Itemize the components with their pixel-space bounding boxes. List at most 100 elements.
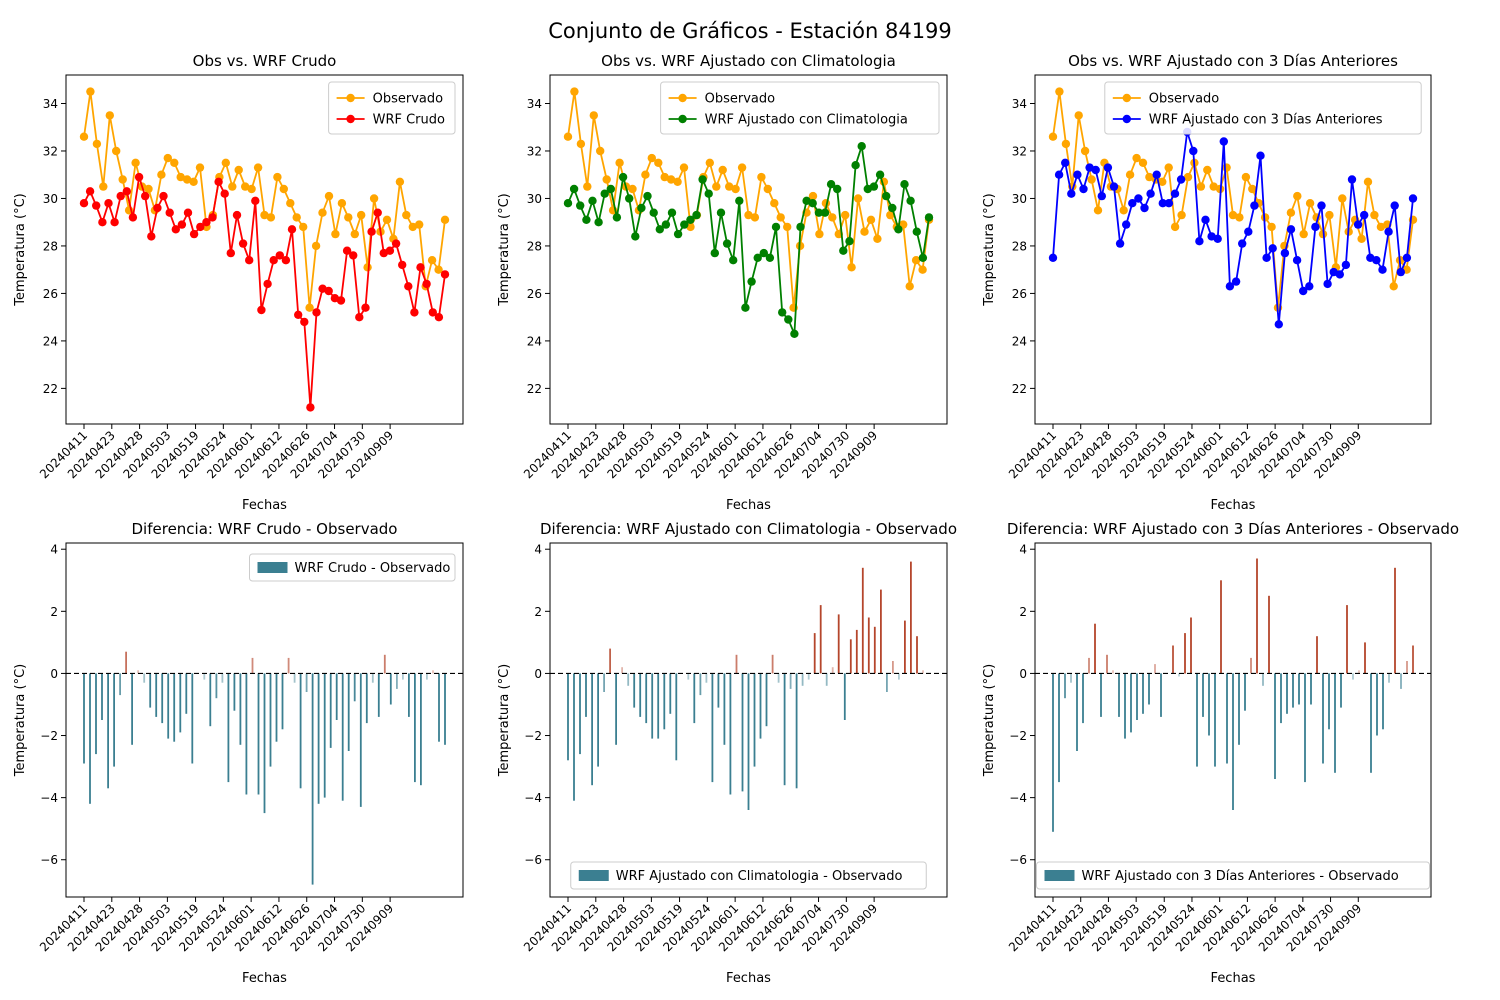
x-axis-label: Fechas — [1211, 971, 1256, 986]
data-point — [1338, 194, 1347, 203]
subplot-1: Obs vs. WRF Crudo22242628303234202404112… — [13, 52, 464, 513]
data-point — [385, 246, 395, 255]
bar — [1388, 673, 1390, 683]
data-point — [747, 277, 756, 286]
bar — [1244, 673, 1246, 711]
data-point — [1244, 227, 1253, 236]
subplot-title: Diferencia: WRF Ajustado con Climatologi… — [540, 520, 957, 538]
data-point — [86, 87, 95, 96]
data-point — [1305, 199, 1315, 208]
axes-frame — [1034, 74, 1432, 425]
bar — [753, 673, 756, 767]
data-point — [1079, 184, 1088, 194]
data-point — [1048, 253, 1058, 262]
data-point — [631, 232, 640, 241]
data-point — [686, 215, 695, 224]
bar — [873, 626, 876, 674]
y-tick-label: −6 — [40, 853, 58, 867]
data-point — [875, 170, 885, 179]
bar — [801, 673, 804, 686]
data-point — [427, 256, 437, 265]
data-point — [582, 215, 591, 224]
data-point — [588, 196, 597, 205]
bar — [317, 673, 320, 804]
bar — [621, 667, 623, 674]
data-point — [594, 218, 603, 227]
data-point — [228, 182, 237, 191]
y-tick-label: 30 — [1012, 192, 1027, 206]
bar — [651, 673, 654, 739]
data-point — [157, 170, 166, 179]
bar — [305, 673, 308, 692]
data-point — [1189, 146, 1198, 156]
data-point — [263, 279, 272, 289]
y-tick-label: 34 — [527, 97, 542, 111]
bar — [675, 673, 678, 761]
bar — [1130, 673, 1132, 733]
y-tick-label: 4 — [534, 543, 542, 557]
data-point — [602, 175, 611, 184]
data-point — [833, 184, 842, 194]
bar — [849, 639, 852, 674]
data-point — [131, 158, 140, 167]
bar — [1214, 673, 1216, 767]
y-tick-label: 32 — [1012, 144, 1027, 158]
data-point — [641, 170, 650, 179]
data-point — [673, 177, 682, 186]
legend: WRF Ajustado con Climatologia - Observad… — [570, 861, 927, 890]
data-point — [355, 313, 364, 322]
legend-box — [1036, 861, 1430, 890]
data-point — [112, 146, 121, 156]
bar — [215, 673, 218, 699]
data-point — [367, 227, 376, 236]
data-point — [1146, 189, 1155, 198]
data-point — [576, 201, 585, 210]
data-point — [615, 158, 624, 167]
bar — [922, 670, 924, 674]
data-point — [1219, 137, 1229, 146]
bar — [323, 673, 326, 798]
bar — [1136, 673, 1138, 720]
data-point — [924, 213, 934, 222]
data-point — [251, 196, 260, 205]
data-point — [176, 172, 185, 182]
data-point — [79, 199, 89, 208]
data-point — [666, 175, 676, 184]
bar — [191, 673, 194, 764]
data-point — [905, 282, 914, 291]
bar — [89, 673, 91, 804]
data-point — [894, 225, 903, 234]
data-point — [710, 248, 719, 258]
legend: Observado WRF Crudo — [328, 81, 456, 135]
data-point — [260, 210, 269, 220]
data-point — [643, 191, 652, 201]
bar — [910, 561, 912, 674]
data-point — [281, 256, 291, 265]
bar — [1160, 673, 1162, 717]
data-point — [570, 87, 579, 96]
data-point — [350, 229, 359, 239]
y-axis-label: Temperatura (°C) — [13, 193, 28, 306]
subplot-title: Diferencia: WRF Ajustado con 3 Días Ante… — [1007, 520, 1459, 538]
bar — [579, 673, 581, 755]
bar — [699, 673, 702, 696]
data-point — [286, 199, 295, 208]
data-point — [398, 260, 407, 270]
bar — [1322, 673, 1324, 764]
bar — [855, 629, 858, 674]
bar — [1190, 617, 1192, 674]
data-point — [1152, 170, 1161, 179]
data-point — [1256, 151, 1265, 160]
subplot-title: Obs vs. WRF Ajustado con 3 Días Anterior… — [1068, 52, 1398, 70]
data-point — [336, 296, 346, 305]
axes-frame — [65, 542, 464, 898]
bar — [735, 654, 738, 674]
data-point — [1299, 229, 1308, 239]
data-point — [440, 215, 450, 224]
bar — [269, 673, 272, 767]
data-point — [1293, 191, 1302, 201]
data-point — [583, 182, 592, 191]
data-point — [1341, 260, 1351, 270]
data-point — [99, 182, 108, 191]
